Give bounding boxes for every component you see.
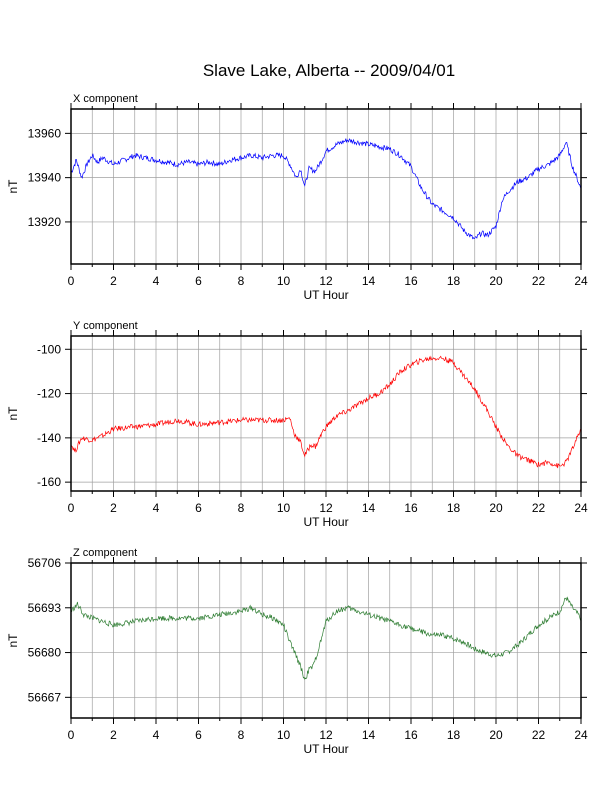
x-tick-label: 8 xyxy=(238,728,245,742)
x-tick-label: 16 xyxy=(404,728,418,742)
x-tick-label: 6 xyxy=(195,274,202,288)
x-tick-label: 18 xyxy=(447,501,461,515)
x-tick-label: 4 xyxy=(153,274,160,288)
x-axis-label: UT Hour xyxy=(303,515,348,529)
y-axis-label: nT xyxy=(6,406,20,421)
x-tick-label: 20 xyxy=(489,501,503,515)
x-tick-label: 4 xyxy=(153,728,160,742)
x-tick-label: 16 xyxy=(404,501,418,515)
y-tick-label: -160 xyxy=(37,475,61,489)
x-tick-label: 20 xyxy=(489,728,503,742)
x-tick-label: 10 xyxy=(277,274,291,288)
x-tick-label: 8 xyxy=(238,274,245,288)
x-tick-label: 10 xyxy=(277,728,291,742)
x-tick-label: 6 xyxy=(195,728,202,742)
x-tick-label: 2 xyxy=(110,728,117,742)
x-tick-label: 14 xyxy=(362,274,376,288)
x-tick-label: 20 xyxy=(489,274,503,288)
series-line xyxy=(70,138,582,240)
x-tick-label: 0 xyxy=(68,728,75,742)
panel-title: Z component xyxy=(73,547,137,559)
x-tick-label: 22 xyxy=(532,274,546,288)
y-tick-label: 13920 xyxy=(28,215,62,229)
series-line xyxy=(70,355,582,469)
x-tick-label: 2 xyxy=(110,274,117,288)
series-line xyxy=(70,596,582,680)
x-tick-label: 4 xyxy=(153,501,160,515)
y-tick-label: 56680 xyxy=(28,646,62,660)
x-axis-label: UT Hour xyxy=(303,288,348,302)
y-tick-label: 56667 xyxy=(28,690,62,704)
x-tick-label: 14 xyxy=(362,501,376,515)
x-tick-label: 18 xyxy=(447,274,461,288)
y-tick-label: -120 xyxy=(37,387,61,401)
y-tick-label: 13940 xyxy=(28,171,62,185)
x-tick-label: 12 xyxy=(319,728,333,742)
panel-title: X component xyxy=(73,93,138,105)
x-tick-label: 18 xyxy=(447,728,461,742)
y-tick-label: -140 xyxy=(37,431,61,445)
figure-title: Slave Lake, Alberta -- 2009/04/01 xyxy=(203,61,455,80)
x-tick-label: 12 xyxy=(319,501,333,515)
x-tick-label: 2 xyxy=(110,501,117,515)
x-tick-label: 10 xyxy=(277,501,291,515)
y-tick-label: 13960 xyxy=(28,126,62,140)
x-tick-label: 0 xyxy=(68,501,75,515)
x-tick-label: 14 xyxy=(362,728,376,742)
x-tick-label: 8 xyxy=(238,501,245,515)
x-tick-label: 0 xyxy=(68,274,75,288)
x-tick-label: 22 xyxy=(532,728,546,742)
y-tick-label: 56706 xyxy=(28,556,62,570)
x-tick-label: 16 xyxy=(404,274,418,288)
y-axis-label: nT xyxy=(6,179,20,194)
x-tick-label: 24 xyxy=(574,501,588,515)
x-tick-label: 24 xyxy=(574,728,588,742)
y-tick-label: -100 xyxy=(37,342,61,356)
x-axis-label: UT Hour xyxy=(303,742,348,756)
x-tick-label: 24 xyxy=(574,274,588,288)
y-tick-label: 56693 xyxy=(28,601,62,615)
panel-title: Y component xyxy=(73,320,138,332)
y-axis-label: nT xyxy=(6,633,20,648)
x-tick-label: 6 xyxy=(195,501,202,515)
x-tick-label: 12 xyxy=(319,274,333,288)
x-tick-label: 22 xyxy=(532,501,546,515)
